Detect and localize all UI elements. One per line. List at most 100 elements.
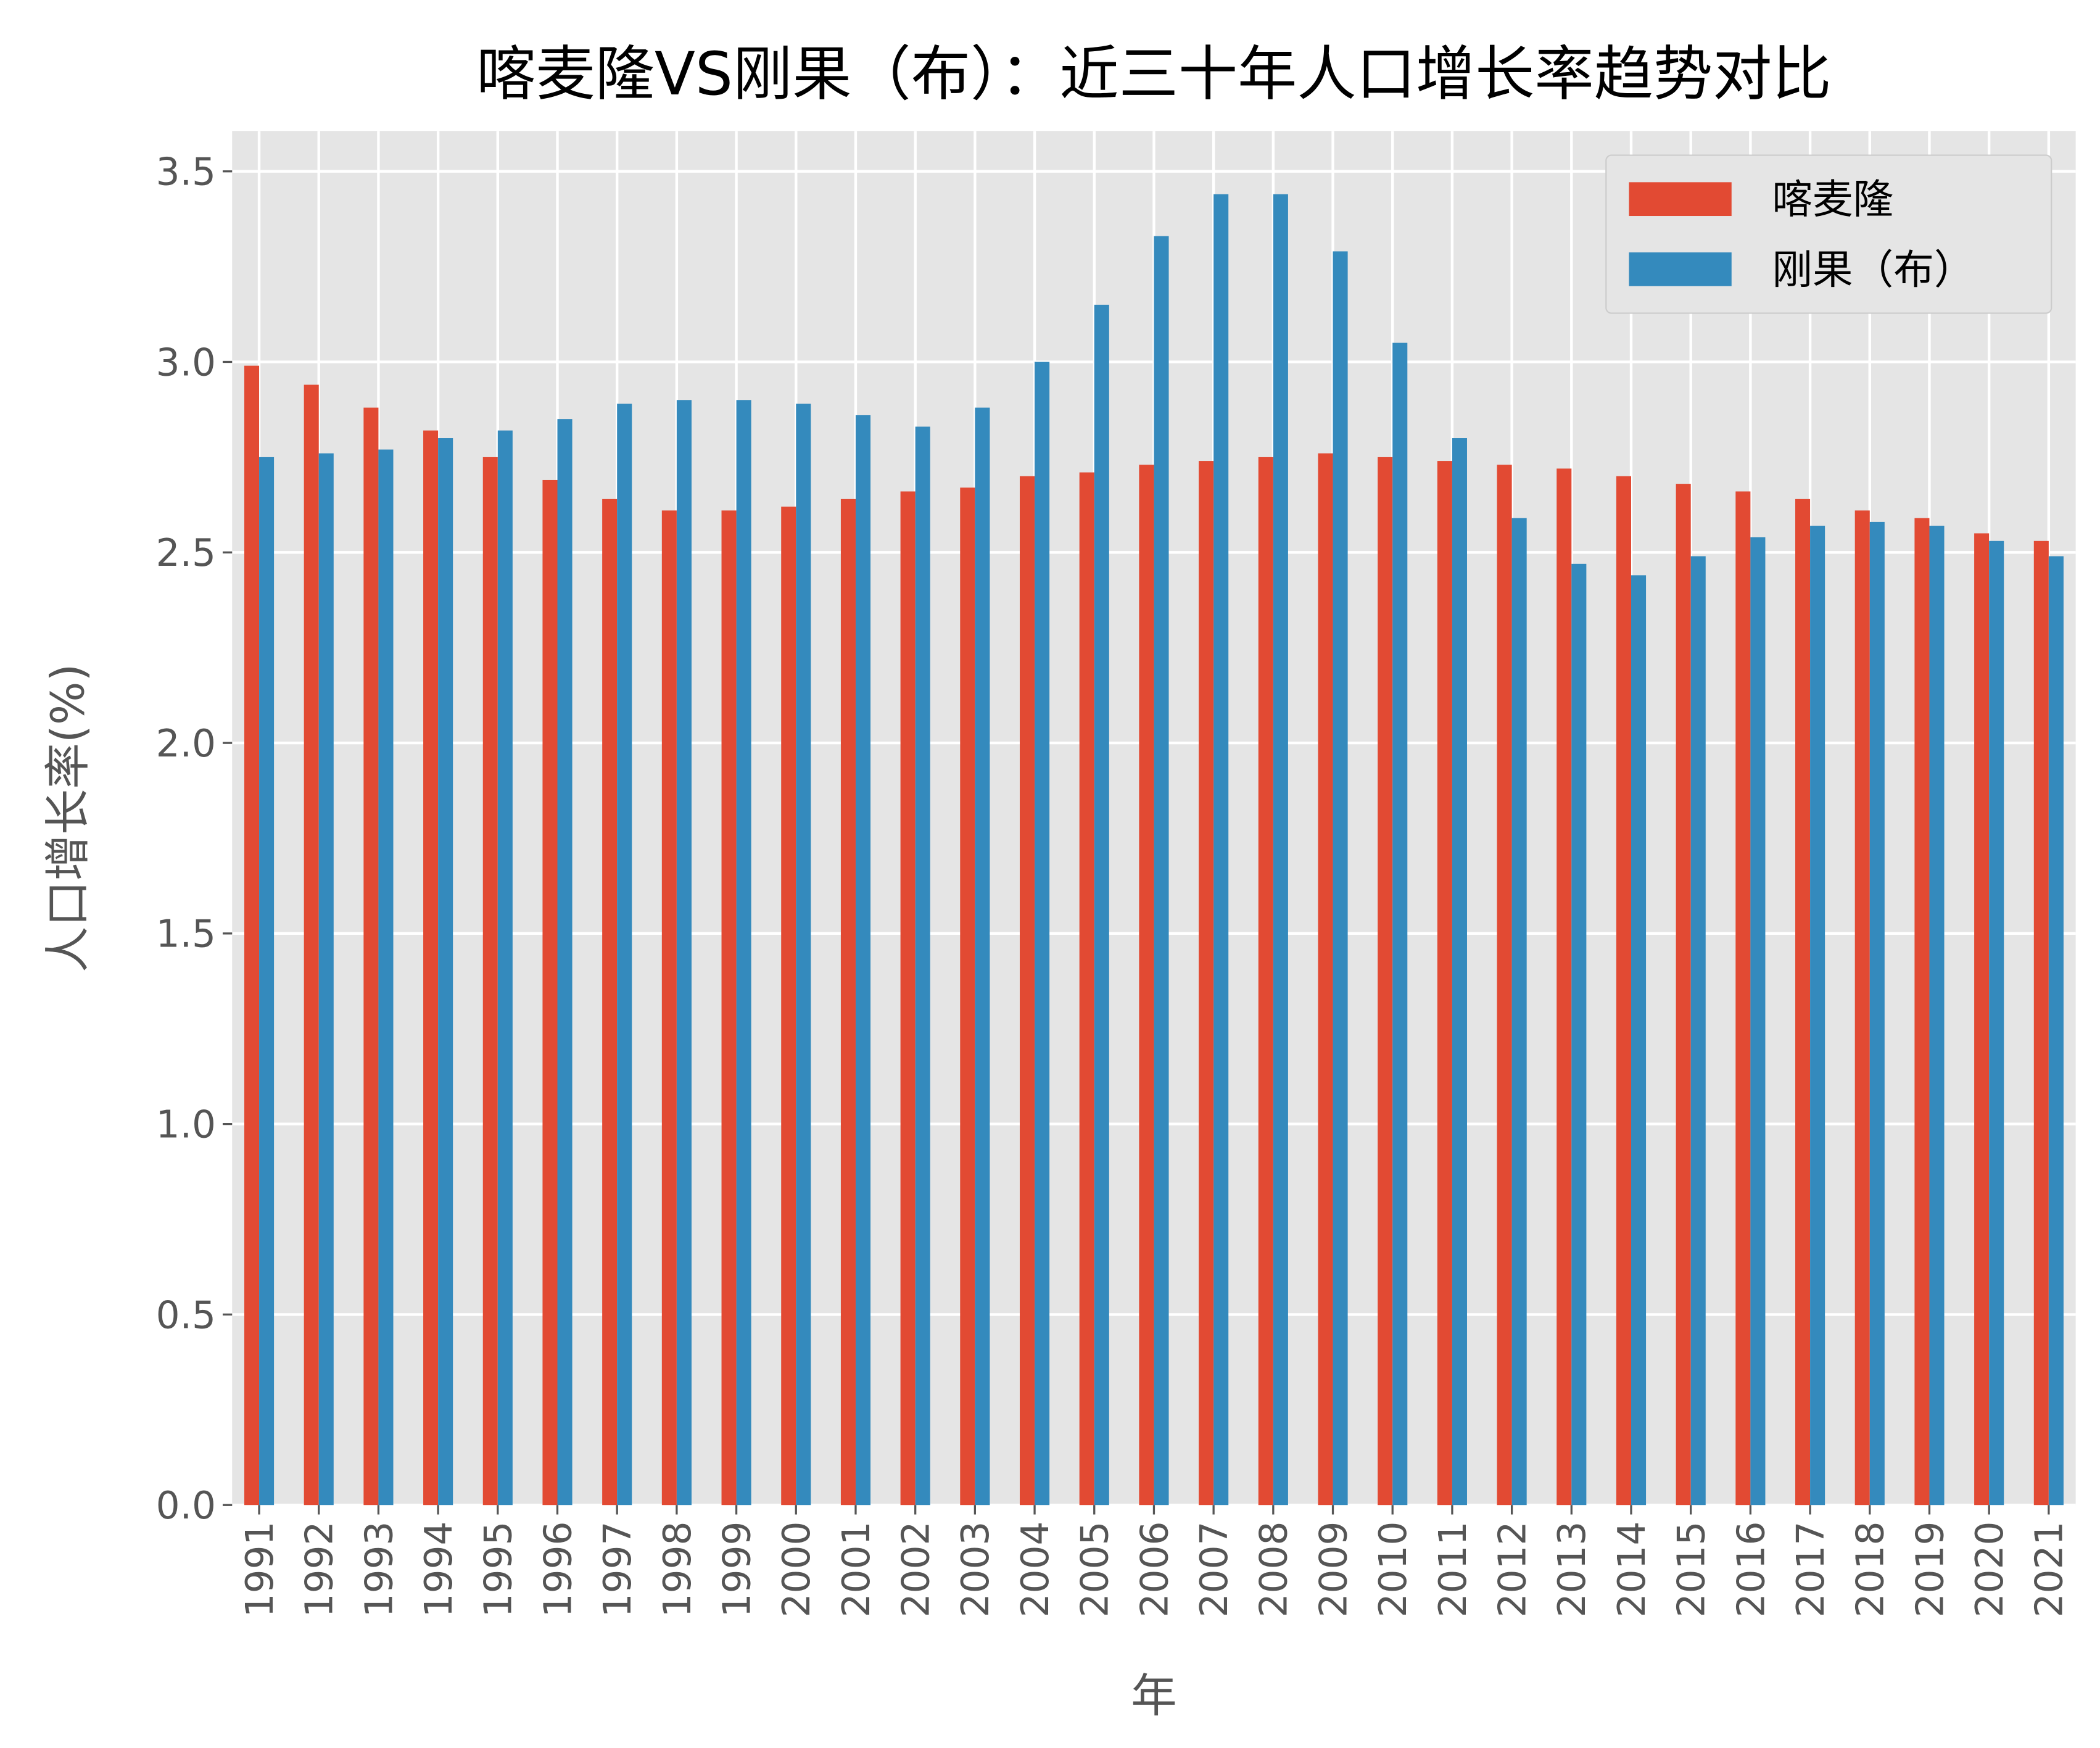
bar-cameroon-2008 [1258,457,1273,1506]
y-tick-label: 3.0 [156,341,216,384]
bar-cameroon-1998 [661,510,677,1506]
x-tick-label: 2008 [1252,1521,1296,1617]
y-tick-label: 2.0 [156,722,216,766]
bar-cameroon-2007 [1199,461,1214,1506]
bar-cameroon-2021 [2033,541,2049,1506]
x-tick-label: 2004 [1014,1521,1057,1617]
bar-cameroon-1992 [304,384,319,1506]
x-tick-label: 1992 [298,1521,342,1617]
bar-congo-1994 [438,438,453,1506]
x-tick-label: 2010 [1371,1521,1415,1617]
bar-cameroon-1997 [602,499,618,1506]
bar-cameroon-2011 [1437,461,1452,1506]
x-tick-label: 1994 [417,1521,461,1617]
bar-congo-1995 [497,430,513,1506]
x-tick-label: 2002 [895,1521,938,1617]
bar-cameroon-1996 [542,479,558,1506]
bar-cameroon-1995 [482,457,498,1506]
bar-congo-2017 [1810,526,1825,1506]
x-tick-label: 1996 [536,1521,580,1617]
x-axis-label: 年 [1131,1669,1176,1723]
x-tick-label: 2018 [1849,1521,1893,1617]
x-tick-label: 2017 [1789,1521,1833,1617]
bar-congo-2001 [855,415,871,1506]
y-axis-ticks: 0.0 0.5 1.0 1.5 2.0 2.5 3.0 3.5 [156,151,233,1528]
y-tick-label: 0.5 [156,1293,216,1337]
bar-congo-1999 [736,400,751,1506]
y-tick-label: 3.5 [156,151,216,194]
bar-cameroon-2014 [1616,476,1631,1506]
bar-congo-2021 [2048,556,2064,1506]
bar-cameroon-2019 [1914,518,1930,1506]
x-tick-label: 2011 [1431,1521,1475,1617]
bar-cameroon-2020 [1974,533,1990,1506]
y-tick-label: 2.5 [156,531,216,575]
x-tick-label: 2009 [1312,1521,1355,1617]
bar-congo-2004 [1035,362,1050,1506]
bar-cameroon-2009 [1318,453,1333,1506]
bar-cameroon-2003 [960,487,975,1506]
bar-congo-2018 [1869,521,1885,1506]
bar-congo-2011 [1452,438,1467,1506]
bar-cameroon-2001 [840,499,856,1506]
legend-swatch-cameroon [1629,182,1732,217]
bar-congo-2009 [1333,251,1348,1506]
bar-congo-2012 [1511,518,1527,1506]
bar-congo-2016 [1750,537,1766,1506]
bar-congo-2008 [1273,194,1288,1506]
bar-congo-2015 [1690,556,1706,1506]
bar-congo-1991 [259,457,275,1506]
bar-cameroon-2017 [1795,499,1811,1506]
x-tick-label: 2014 [1610,1521,1654,1617]
bar-congo-1997 [617,404,632,1506]
bar-cameroon-1991 [244,365,260,1506]
bar-congo-2000 [796,404,811,1506]
bar-cameroon-2004 [1019,476,1035,1506]
bar-cameroon-2016 [1735,491,1751,1506]
x-tick-label: 2000 [775,1521,819,1617]
bar-congo-2003 [975,407,990,1506]
x-tick-label: 1998 [656,1521,700,1617]
bars [244,194,2064,1506]
bar-cameroon-2012 [1497,465,1512,1506]
bar-cameroon-2010 [1378,457,1393,1506]
x-tick-label: 1993 [357,1521,401,1617]
x-tick-label: 2020 [1968,1521,2012,1617]
bar-congo-2005 [1094,304,1109,1506]
bar-congo-2013 [1571,563,1587,1506]
bar-congo-1993 [378,449,394,1506]
legend-label-cameroon: 喀麦隆 [1772,176,1893,223]
y-tick-label: 1.0 [156,1103,216,1147]
x-tick-label: 2021 [2028,1521,2072,1617]
y-tick-label: 1.5 [156,913,216,956]
bar-cameroon-1994 [423,430,439,1506]
bar-cameroon-2005 [1079,472,1094,1506]
x-tick-label: 2001 [835,1521,878,1617]
bar-congo-2014 [1631,575,1647,1506]
x-tick-label: 1997 [596,1521,640,1617]
bar-congo-2002 [915,426,930,1506]
x-tick-label: 2006 [1133,1521,1176,1617]
x-tick-label: 2003 [954,1521,998,1617]
bar-cameroon-2002 [900,491,916,1506]
x-tick-label: 2005 [1073,1521,1117,1617]
bar-congo-2010 [1392,342,1408,1506]
bar-cameroon-1999 [721,510,737,1506]
bar-cameroon-1993 [363,407,379,1506]
bar-congo-2007 [1213,194,1229,1506]
bar-congo-2006 [1154,236,1169,1506]
x-tick-label: 2019 [1908,1521,1952,1617]
bar-congo-1992 [318,453,334,1506]
bar-cameroon-2018 [1854,510,1870,1506]
bar-congo-2019 [1929,526,1945,1506]
x-tick-label: 2012 [1490,1521,1534,1617]
legend-swatch-congo [1629,252,1732,286]
bar-cameroon-2006 [1139,465,1154,1506]
y-axis-label: 人口增长率(%) [41,663,95,972]
bar-congo-2020 [1989,541,2004,1506]
legend: 喀麦隆 刚果（布） [1605,154,2052,314]
bar-cameroon-2013 [1556,468,1572,1506]
bar-congo-1996 [557,419,573,1506]
x-tick-label: 1999 [715,1521,759,1617]
bar-cameroon-2015 [1676,484,1691,1506]
